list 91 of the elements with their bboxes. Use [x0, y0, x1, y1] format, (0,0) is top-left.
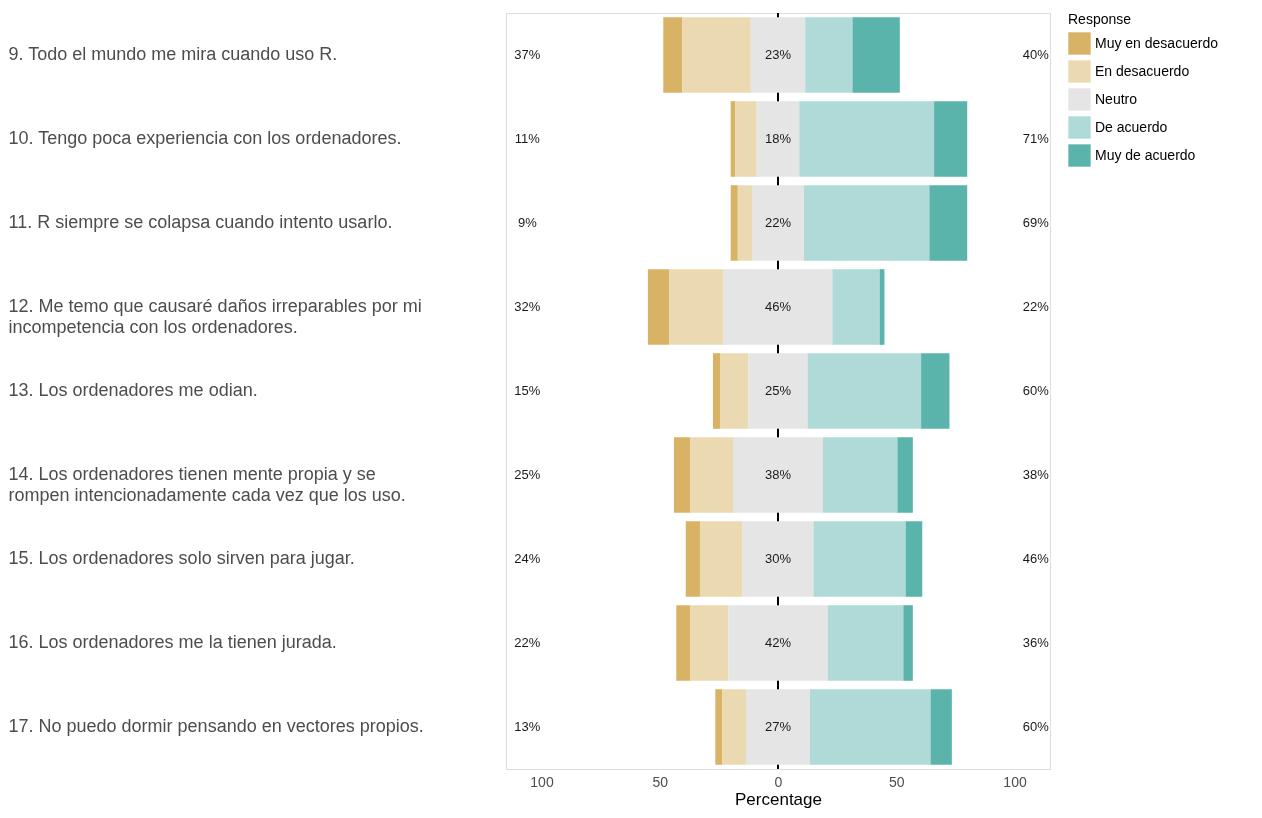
y-tick-label: 16. Los ordenadores me la tienen jurada. — [8, 632, 337, 652]
annotation: 46% — [1022, 551, 1050, 566]
annotation: 13% — [514, 719, 541, 734]
annotation: 40% — [1022, 47, 1050, 62]
legend-label: De acuerdo — [1095, 118, 1168, 135]
annotation: 38% — [1022, 467, 1050, 482]
bar — [852, 17, 900, 93]
bar — [822, 437, 898, 513]
bar — [751, 185, 805, 261]
bar — [669, 269, 724, 345]
y-tick-label: 10. Tengo poca experiencia con los ordenadores. — [8, 128, 402, 148]
annotation: 22% — [514, 635, 541, 650]
bar — [728, 605, 828, 681]
x-axis-title: Percentage — [735, 789, 822, 809]
annotation: 32% — [514, 299, 541, 314]
bar — [804, 185, 930, 261]
legend-label: Neutro — [1095, 90, 1138, 107]
bar — [722, 689, 747, 765]
bar — [756, 101, 800, 177]
legend-title: Response — [1068, 11, 1132, 27]
data-label: 22% — [764, 215, 792, 230]
data-label: 30% — [764, 551, 792, 566]
bar — [742, 521, 814, 597]
data-label: 18% — [764, 131, 792, 146]
data-label: 25% — [764, 383, 792, 398]
bar — [715, 689, 723, 765]
bar — [737, 185, 752, 261]
x-tick-label: 100 — [530, 773, 554, 790]
bar — [685, 521, 700, 597]
y-tick-label: 13. Los ordenadores me odian. — [8, 380, 258, 400]
bar — [748, 353, 808, 429]
bar — [807, 353, 922, 429]
bar — [690, 605, 729, 681]
bar — [723, 269, 833, 345]
bar — [735, 101, 757, 177]
legend-label: Muy de acuerdo — [1095, 146, 1196, 163]
data-label: 27% — [764, 719, 792, 734]
y-tick-label: 11. R siempre se colapsa cuando intento usarlo. — [8, 212, 393, 232]
bar — [813, 521, 906, 597]
bar — [690, 437, 734, 513]
annotation: 69% — [1022, 215, 1050, 230]
bar — [730, 185, 738, 261]
bar — [934, 101, 968, 177]
data-label: 46% — [764, 299, 792, 314]
annotation: 60% — [1022, 383, 1050, 398]
legend-label: Muy en desacuerdo — [1095, 34, 1219, 51]
x-tick-label: 0 — [774, 773, 783, 790]
bar — [673, 437, 691, 513]
bar — [930, 689, 952, 765]
bar — [750, 17, 806, 93]
legend-label: En desacuerdo — [1095, 62, 1190, 79]
annotation: 25% — [514, 467, 541, 482]
bar — [903, 605, 913, 681]
bar — [712, 353, 721, 429]
bar — [897, 437, 913, 513]
annotation: 9% — [517, 215, 538, 230]
bar — [663, 17, 683, 93]
annotation: 37% — [514, 47, 541, 62]
x-tick-label: 100 — [1003, 773, 1027, 790]
annotation: 24% — [514, 551, 541, 566]
bar — [805, 17, 853, 93]
y-tick-label: 15. Los ordenadores solo sirven para jugar. — [8, 548, 355, 568]
data-label: 38% — [764, 467, 792, 482]
annotation: 71% — [1022, 131, 1050, 146]
bar — [720, 353, 749, 429]
bar — [733, 437, 823, 513]
bar — [682, 17, 751, 93]
y-tick-label: 12. Me temo que causaré daños irreparables por mi incompetencia con los ordenadores. — [8, 296, 422, 337]
y-tick-label: 14. Los ordenadores tienen mente propia y se rompen intencionadamente cada vez que los uso. — [8, 464, 406, 505]
bar — [647, 269, 670, 345]
bar — [832, 269, 880, 345]
annotation: 11% — [514, 131, 541, 146]
y-tick-label: 17. No puedo dormir pensando en vectores propios. — [8, 716, 424, 736]
bar — [676, 605, 691, 681]
bar — [799, 101, 935, 177]
y-tick-label: 9. Todo el mundo me mira cuando uso R. — [8, 44, 338, 64]
bar — [905, 521, 923, 597]
annotation: 36% — [1022, 635, 1050, 650]
bar — [827, 605, 904, 681]
annotation: 60% — [1022, 719, 1050, 734]
x-tick-label: 50 — [888, 773, 905, 790]
annotation: 22% — [1022, 299, 1050, 314]
bar — [699, 521, 743, 597]
data-label: 23% — [764, 47, 792, 62]
data-label: 42% — [764, 635, 792, 650]
bar — [929, 185, 968, 261]
bar — [809, 689, 931, 765]
x-tick-label: 50 — [652, 773, 669, 790]
annotation: 15% — [514, 383, 541, 398]
bar — [746, 689, 810, 765]
bar — [921, 353, 950, 429]
